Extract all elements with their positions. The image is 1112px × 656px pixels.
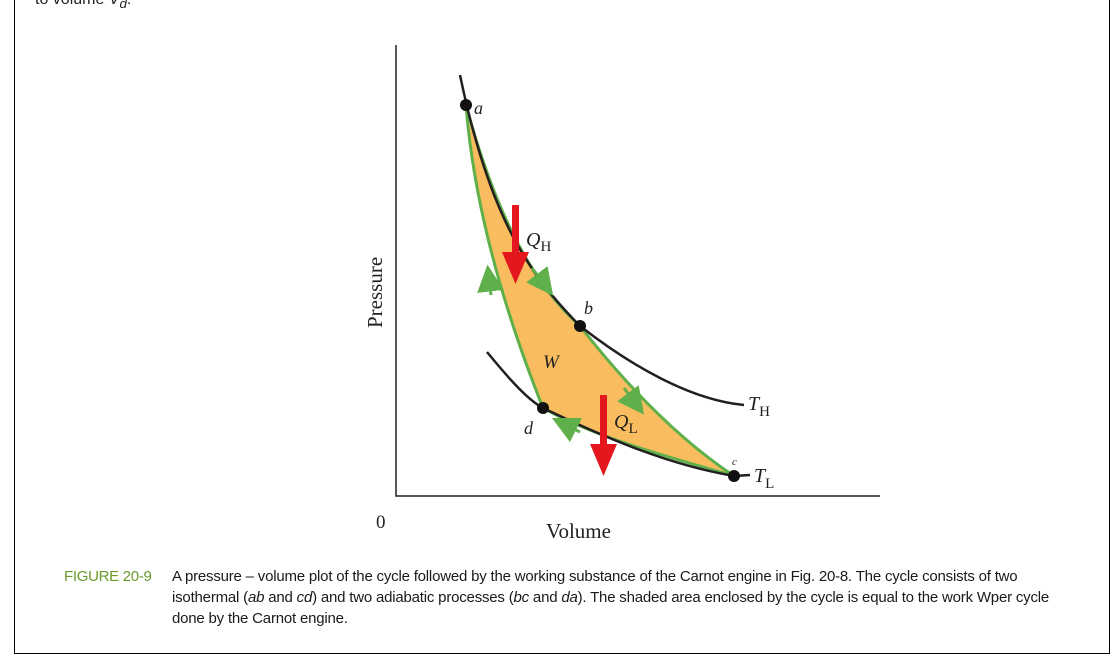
caption-part1: A pressure – volume plot of the cycle fo…: [172, 568, 1018, 606]
label-a: a: [474, 98, 483, 118]
caption-bc: bc: [513, 589, 530, 606]
label-c: c: [732, 456, 737, 468]
heat-in-label: QH: [526, 229, 551, 255]
top-fragment-var: V: [109, 0, 120, 8]
caption-cd: cd: [296, 589, 313, 606]
point-d: [537, 402, 549, 414]
figure-caption: FIGURE 20-9 A pressure – volume plot of …: [64, 566, 1084, 629]
carnot-pv-diagram: Pressure Volume 0 a b c d QH QL W TH TL: [363, 45, 880, 543]
point-a: [460, 99, 472, 111]
axes: [395, 45, 880, 497]
isotherm-low-label: TL: [754, 465, 774, 492]
arrow-ab: [526, 266, 554, 296]
heat-out-label: QL: [614, 411, 638, 437]
origin-label: 0: [376, 512, 386, 533]
heat-out-arrow: [590, 395, 617, 476]
heat-in-arrow: [502, 205, 529, 284]
top-text-fragment: to volume Vd.: [35, 0, 131, 11]
caption-and1: and: [264, 589, 297, 606]
top-fragment-tail: .: [127, 0, 131, 8]
top-fragment-sub: d: [119, 0, 127, 12]
label-d: d: [524, 418, 534, 438]
work-label: W: [543, 352, 561, 373]
y-axis-label: Pressure: [363, 257, 387, 328]
caption-text: A pressure – volume plot of the cycle fo…: [172, 566, 1084, 629]
point-c: [728, 470, 740, 482]
arrow-cd: [551, 417, 583, 443]
arrow-bc: [617, 385, 645, 415]
caption-and2: and: [528, 589, 562, 606]
label-b: b: [584, 298, 593, 318]
isotherm-high-label: TH: [748, 393, 770, 420]
figure-label: FIGURE 20-9: [64, 568, 152, 585]
arrow-da: [477, 264, 504, 296]
caption-ab: ab: [247, 589, 265, 606]
isotherm-high: [458, 74, 745, 407]
caption-part2: ) and two adiabatic processes (: [312, 589, 514, 606]
caption-da: da: [561, 589, 578, 606]
top-fragment-text: to volume: [35, 0, 109, 8]
x-axis-label: Volume: [546, 519, 611, 543]
point-b: [574, 320, 586, 332]
caption-part3: ). The shaded area enclosed by the cycle…: [172, 589, 1050, 627]
